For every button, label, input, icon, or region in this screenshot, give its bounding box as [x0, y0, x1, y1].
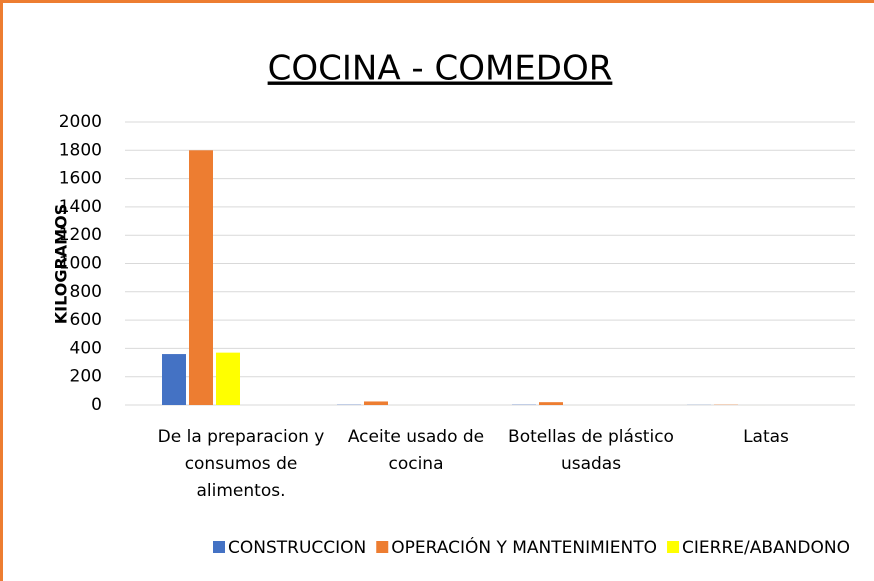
y-tick-label: 200 — [70, 367, 102, 387]
y-tick-label: 0 — [91, 395, 102, 415]
x-tick-label: Latas — [743, 427, 789, 447]
bar — [364, 401, 388, 405]
x-tick-label: De la preparacion y consumos de alimento… — [157, 427, 325, 501]
legend-swatch — [213, 541, 225, 553]
y-tick-label: 600 — [70, 310, 102, 330]
y-tick-label: 800 — [70, 282, 102, 302]
y-tick-label: 1600 — [59, 169, 102, 189]
y-tick-label: 2000 — [59, 112, 102, 132]
bar — [216, 352, 240, 405]
y-tick-label: 1400 — [59, 197, 102, 217]
y-tick-label: 1800 — [59, 140, 102, 160]
legend-swatch — [376, 541, 389, 553]
y-tick-label: 1200 — [59, 225, 102, 245]
x-tick-label: Aceite usado de cocina — [347, 427, 485, 474]
y-axis-label: KILOGRAMOS — [52, 204, 71, 324]
x-tick-label: Botellas de plástico usadas — [508, 427, 674, 474]
legend-label: CONSTRUCCION — [228, 538, 366, 558]
legend-label: OPERACIÓN Y MANTENIMIENTO — [391, 536, 657, 558]
bar — [539, 402, 563, 405]
chart-title: COCINA - COMEDOR — [268, 49, 613, 89]
y-tick-label: 400 — [70, 338, 102, 358]
bar — [162, 354, 186, 405]
y-tick-label: 1000 — [59, 254, 102, 274]
bar — [189, 150, 213, 405]
legend-swatch — [667, 541, 680, 553]
legend-label: CIERRE/ABANDONO — [682, 538, 850, 558]
